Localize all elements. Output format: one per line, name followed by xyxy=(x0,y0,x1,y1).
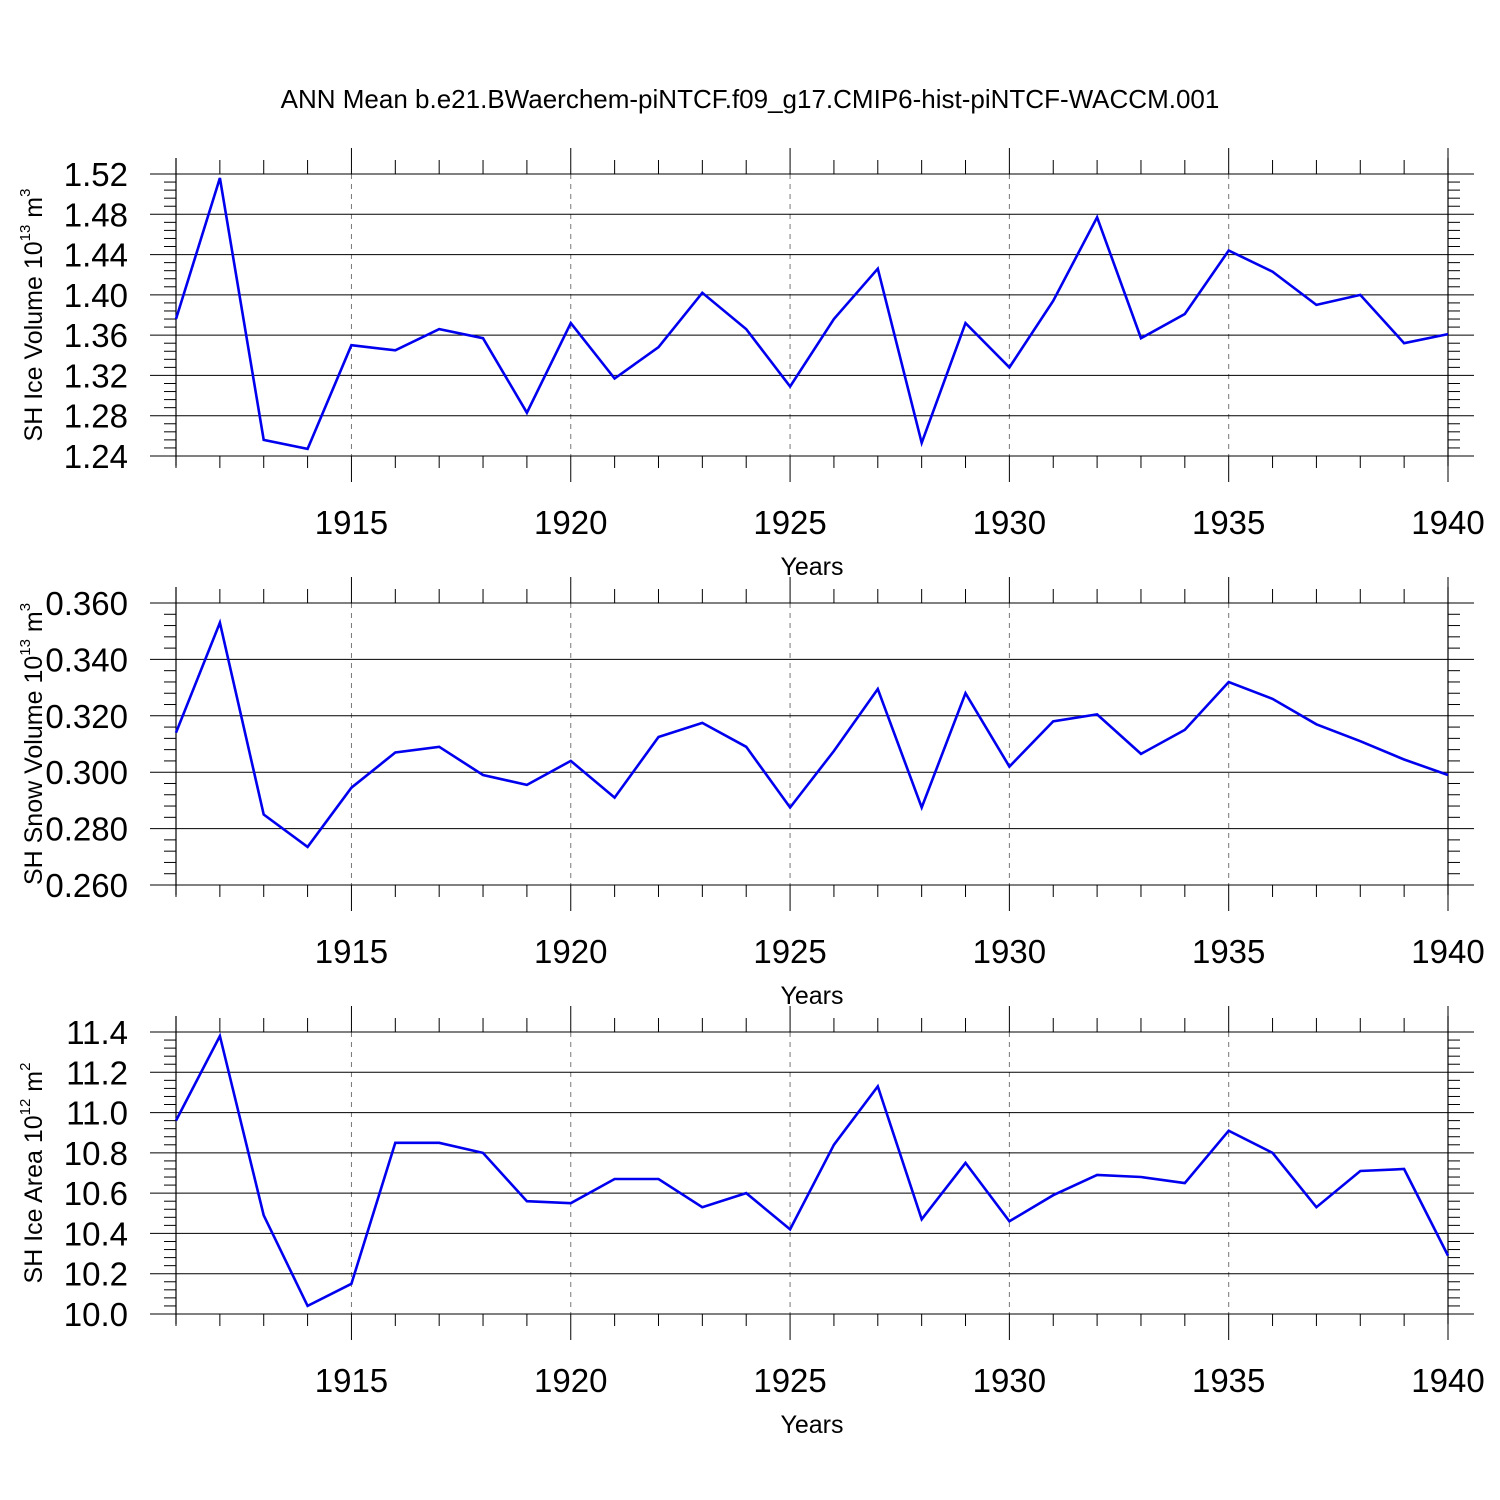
figure-title: ANN Mean b.e21.BWaerchem-piNTCF.f09_g17.… xyxy=(280,84,1220,114)
y-axis-title-text: SH Snow Volume 10 xyxy=(20,656,48,885)
y-axis-title-exp: 13 xyxy=(17,225,34,242)
x-tick-label: 1940 xyxy=(1411,1362,1484,1399)
panel-1: 1.241.28 1.321.361.401.44 1.481.52 1915 1920… xyxy=(17,148,1485,581)
y-tick-label: 0.320 xyxy=(45,698,128,735)
panel-2: 0.260 0.280 0.300 0.320 0.340 0.360 1915 1920 19… xyxy=(17,577,1485,1010)
y-tick-label: 1.28 xyxy=(64,398,128,435)
y-tick-label: 11.2 xyxy=(66,1054,128,1091)
y-axis-title: SH Snow Volume 1013 m3 xyxy=(17,603,48,885)
x-tick-label: 1915 xyxy=(315,1362,388,1399)
y-axis-title-exp: 12 xyxy=(17,1099,34,1116)
y-tick-label: 1.24 xyxy=(64,438,128,475)
y-axis-title-unit-exp: 2 xyxy=(17,1063,34,1071)
y-tick-label: 10.4 xyxy=(64,1215,128,1252)
y-tick-label: 1.36 xyxy=(64,317,128,354)
y-tick-label: 0.300 xyxy=(45,754,128,791)
x-tick-label: 1935 xyxy=(1192,1362,1265,1399)
series-line xyxy=(174,177,1449,451)
y-tick-label: 11.0 xyxy=(66,1095,128,1132)
y-tick-label: 10.8 xyxy=(64,1135,128,1172)
x-tick-label: 1920 xyxy=(534,1362,607,1399)
x-tick-label: 1930 xyxy=(973,933,1046,970)
x-axis-title: Years xyxy=(780,982,843,1010)
x-tick-label: 1920 xyxy=(534,504,607,541)
y-tick-label: 1.32 xyxy=(64,357,128,394)
y-tick-label: 0.260 xyxy=(45,867,128,904)
x-tick-label: 1925 xyxy=(753,504,826,541)
x-tick-label: 1940 xyxy=(1411,933,1484,970)
y-axis-title: SH Ice Volume 1013 m3 xyxy=(17,189,48,442)
y-tick-label: 11.4 xyxy=(66,1014,128,1051)
series-line xyxy=(174,618,1449,849)
y-axis-title-text: SH Ice Volume 10 xyxy=(20,241,48,441)
y-tick-label: 0.360 xyxy=(45,585,128,622)
y-tick-label: 0.340 xyxy=(45,641,128,678)
y-tick-label: 1.48 xyxy=(64,196,128,233)
y-tick-label: 1.44 xyxy=(64,237,128,274)
x-tick-label: 1920 xyxy=(534,933,607,970)
y-axis-title-unit-exp: 3 xyxy=(17,189,34,197)
y-axis-title: SH Ice Area 1012 m2 xyxy=(17,1063,48,1284)
x-tick-label: 1915 xyxy=(315,933,388,970)
x-axis-title: Years xyxy=(780,1411,843,1439)
x-tick-label: 1940 xyxy=(1411,504,1484,541)
panel-3: 10.010.2 10.410.610.811.0 11.211.4 1915 1920… xyxy=(17,1006,1485,1439)
x-tick-label: 1930 xyxy=(973,1362,1046,1399)
x-tick-label: 1925 xyxy=(753,1362,826,1399)
y-axis-title-exp: 13 xyxy=(17,639,34,656)
series-line xyxy=(174,1032,1450,1308)
y-axis-title-unit: m xyxy=(20,1071,48,1099)
x-tick-label: 1930 xyxy=(973,504,1046,541)
x-axis-title: Years xyxy=(780,553,843,581)
y-axis-title-unit: m xyxy=(20,197,48,225)
x-tick-label: 1915 xyxy=(315,504,388,541)
x-tick-label: 1935 xyxy=(1192,933,1265,970)
y-tick-label: 1.40 xyxy=(64,277,128,314)
y-axis-title-unit-exp: 3 xyxy=(17,603,34,611)
y-axis-title-text: SH Ice Area 10 xyxy=(20,1115,48,1283)
x-tick-label: 1925 xyxy=(753,933,826,970)
y-tick-label: 1.52 xyxy=(64,156,128,193)
y-tick-label: 0.280 xyxy=(45,811,128,848)
y-tick-label: 10.2 xyxy=(64,1256,128,1293)
y-tick-label: 10.6 xyxy=(64,1175,128,1212)
y-axis-title-unit: m xyxy=(20,611,48,639)
y-tick-label: 10.0 xyxy=(64,1296,128,1333)
x-tick-label: 1935 xyxy=(1192,504,1265,541)
